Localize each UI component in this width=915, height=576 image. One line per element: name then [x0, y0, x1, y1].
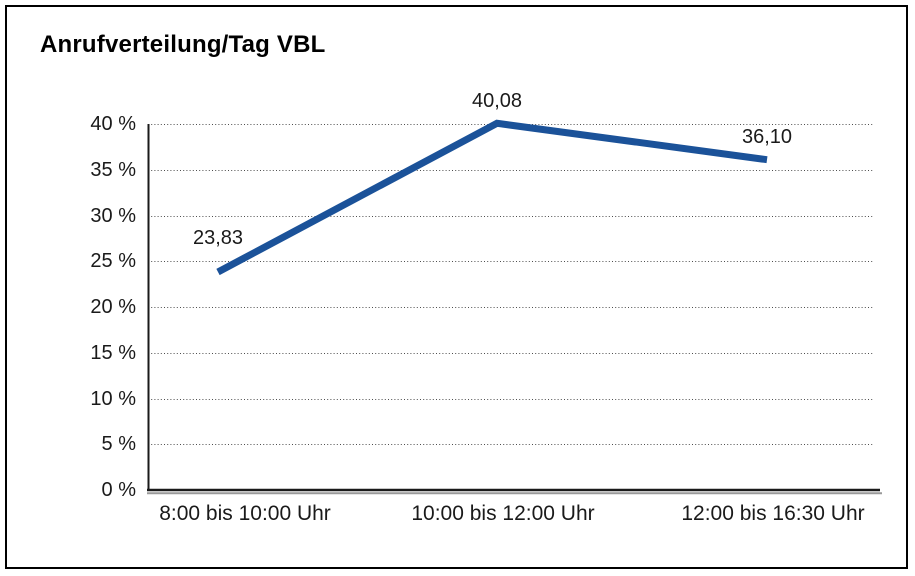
x-category-label: 8:00 bis 10:00 Uhr — [159, 502, 331, 525]
y-tick-label: 30 % — [90, 204, 136, 227]
data-point-label: 36,10 — [741, 125, 793, 148]
data-series-line — [216, 119, 768, 276]
y-tick-label: 25 % — [90, 250, 136, 273]
y-tick-label: 0 % — [101, 479, 136, 501]
y-tick-label: 15 % — [90, 341, 136, 364]
y-tick-label: 10 % — [90, 387, 136, 410]
y-tick-label: 35 % — [90, 158, 136, 181]
data-point-label: 40,08 — [471, 90, 523, 113]
y-tick-label: 20 % — [90, 296, 136, 318]
x-category-label: 10:00 bis 12:00 Uhr — [411, 502, 595, 525]
data-point-label: 23,83 — [192, 227, 244, 249]
gridlines — [148, 124, 874, 445]
x-category-label: 12:00 bis 16:30 Uhr — [681, 502, 865, 525]
chart-title: Anrufverteilung/Tag VBL — [40, 31, 326, 58]
y-tick-label: 40 % — [90, 113, 136, 135]
y-tick-label: 5 % — [101, 433, 136, 456]
